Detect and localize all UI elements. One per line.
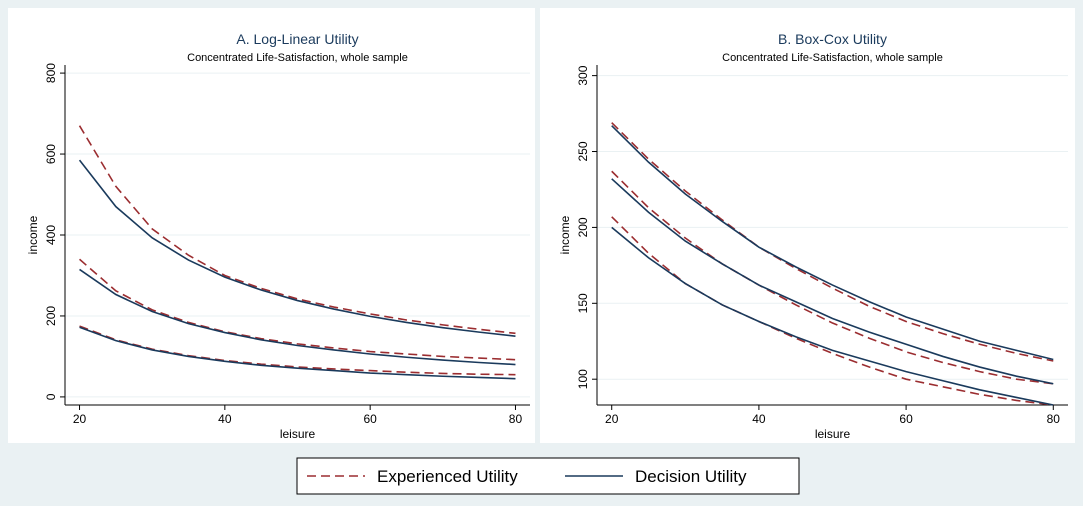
legend-box bbox=[296, 457, 800, 495]
y-axis-label: income bbox=[558, 215, 572, 254]
series-line bbox=[78, 159, 516, 337]
series-line bbox=[611, 125, 1054, 361]
legend-label: Decision Utility bbox=[635, 467, 747, 486]
x-tick-label: 60 bbox=[899, 412, 913, 426]
panel bbox=[8, 8, 535, 443]
y-tick-label: 600 bbox=[44, 144, 58, 164]
y-tick-label: 300 bbox=[576, 65, 590, 85]
x-tick-label: 20 bbox=[605, 412, 619, 426]
series-line bbox=[611, 170, 1054, 385]
x-tick-label: 60 bbox=[363, 412, 377, 426]
y-tick-label: 400 bbox=[44, 225, 58, 245]
series-line bbox=[79, 268, 516, 366]
y-tick-label: 100 bbox=[576, 369, 590, 389]
series-line bbox=[611, 226, 1054, 406]
y-tick-label: 200 bbox=[44, 306, 58, 326]
x-tick-label: 80 bbox=[1047, 412, 1061, 426]
y-tick-label: 250 bbox=[576, 141, 590, 161]
y-axis-label: income bbox=[26, 215, 40, 254]
legend-label: Experienced Utility bbox=[377, 467, 518, 486]
y-tick-label: 0 bbox=[44, 393, 58, 400]
y-tick-label: 150 bbox=[576, 293, 590, 313]
series-line bbox=[79, 326, 516, 380]
chart-title: A. Log-Linear Utility bbox=[236, 31, 358, 47]
panel bbox=[540, 8, 1075, 443]
x-axis-label: leisure bbox=[815, 427, 851, 441]
x-tick-label: 20 bbox=[73, 412, 87, 426]
y-tick-label: 200 bbox=[576, 217, 590, 237]
x-tick-label: 40 bbox=[752, 412, 766, 426]
chart-title: B. Box-Cox Utility bbox=[778, 31, 887, 47]
x-tick-label: 80 bbox=[509, 412, 523, 426]
series-line bbox=[79, 258, 516, 361]
series-line bbox=[611, 178, 1054, 385]
x-axis-label: leisure bbox=[280, 427, 316, 441]
y-tick-label: 800 bbox=[44, 63, 58, 83]
series-line bbox=[611, 122, 1054, 362]
chart-subtitle: Concentrated Life-Satisfaction, whole sa… bbox=[722, 52, 943, 64]
series-line bbox=[78, 125, 516, 335]
chart-subtitle: Concentrated Life-Satisfaction, whole sa… bbox=[187, 52, 408, 64]
x-tick-label: 40 bbox=[218, 412, 232, 426]
